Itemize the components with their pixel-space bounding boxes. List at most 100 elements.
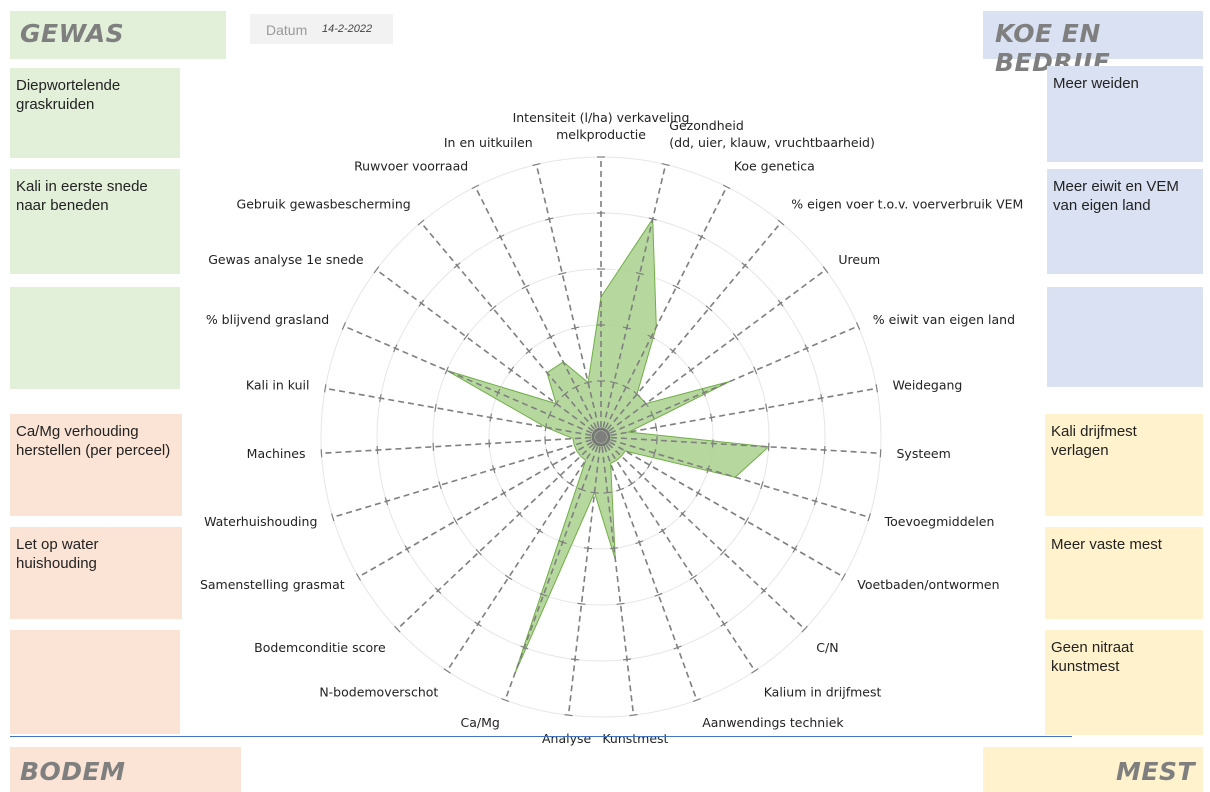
axis-tick — [557, 472, 564, 479]
axis-label: In en uitkuilen — [444, 135, 533, 150]
axis-tick — [801, 625, 808, 633]
axis-tick — [434, 403, 437, 412]
axis-tick — [820, 394, 823, 403]
axis-tick — [496, 234, 505, 240]
axis-tick — [379, 394, 382, 403]
datum-label: Datum — [266, 22, 308, 38]
axis-tick — [633, 391, 641, 398]
axis-tick — [549, 461, 556, 469]
axis-label: Kalium in drijfmest — [764, 684, 882, 699]
axis-tick — [489, 305, 497, 312]
axis-tick — [855, 322, 861, 331]
axis-tick — [697, 234, 706, 240]
axis-spoke — [600, 164, 667, 438]
axis-tick — [501, 698, 510, 703]
axis-tick — [661, 163, 670, 167]
axis-tick — [324, 384, 327, 393]
axis-tick — [777, 219, 785, 226]
axis-tick — [520, 645, 529, 650]
axis-tick — [453, 262, 461, 269]
axis-label: Samenstelling grasmat — [200, 577, 345, 592]
axis-tick — [508, 366, 515, 374]
axis-tick — [501, 489, 507, 497]
axis-tick — [539, 592, 548, 597]
axis-label: Analyse — [542, 731, 592, 746]
axis-tick — [535, 527, 544, 534]
gewas-note-3 — [10, 287, 180, 389]
axis-tick — [570, 658, 580, 661]
axis-spoke — [600, 325, 859, 438]
axis-spoke — [474, 186, 602, 438]
axis-tick — [553, 400, 559, 408]
axis-tick — [474, 621, 482, 627]
axis-tick — [840, 573, 847, 581]
axis-tick — [496, 388, 501, 397]
axis-tick — [760, 587, 768, 595]
axis-label: C/N — [816, 640, 838, 655]
axis-tick — [355, 573, 362, 581]
axis-tick — [572, 384, 580, 390]
axis-tick — [732, 333, 739, 341]
axis-tick — [622, 384, 630, 390]
axis-tick — [622, 658, 632, 661]
axis-tick — [558, 272, 567, 276]
axis-tick — [654, 592, 663, 597]
axis-tick — [577, 487, 586, 492]
axis-tick — [695, 489, 701, 497]
axis-spoke — [321, 436, 602, 455]
axis-tick — [669, 348, 677, 355]
axis-tick — [622, 326, 631, 330]
axis-tick — [822, 266, 829, 274]
axis-label: Aanwendings techniek — [702, 715, 844, 730]
axis-tick — [679, 510, 686, 518]
gewas-note-2: Kali in eerste snede naar beneden — [10, 169, 180, 274]
datum-field: Datum 14-2-2022 — [250, 14, 393, 44]
koe-note-1: Meer weiden — [1047, 66, 1203, 162]
axis-tick — [705, 305, 713, 312]
axis-tick — [544, 423, 548, 432]
axis-label: (dd, uier, klauw, vruchtbaarheid) — [669, 135, 875, 150]
axis-tick — [648, 217, 657, 221]
axis-tick — [603, 491, 612, 494]
axis-tick — [635, 272, 644, 276]
axis-tick — [741, 262, 749, 269]
axis-tick — [658, 527, 667, 534]
bodem-note-1: Ca/Mg verhouding herstellen (per perceel… — [10, 414, 182, 516]
axis-tick — [692, 698, 701, 703]
axis-tick — [760, 481, 764, 490]
axis-tick — [584, 381, 593, 384]
axis-tick — [561, 391, 569, 398]
bodem-note-2: Let op water huishouding — [10, 527, 182, 619]
axis-tick — [475, 548, 482, 556]
axis-tick — [706, 465, 710, 474]
axis-spoke — [600, 221, 782, 438]
axis-spoke — [325, 387, 602, 438]
axis-tick — [571, 326, 580, 330]
axis-tick — [753, 366, 758, 375]
axis-tick — [647, 334, 656, 340]
axis-label: % blijvend grasland — [206, 312, 329, 327]
axis-tick — [720, 548, 727, 556]
axis-tick — [643, 400, 649, 408]
axis-spoke — [600, 436, 806, 630]
axis-tick — [376, 445, 379, 455]
axis-tick — [545, 217, 554, 221]
mest-note-3: Geen nitraat kunstmest — [1045, 630, 1203, 735]
axis-spoke — [600, 186, 728, 438]
axis-tick — [867, 513, 871, 522]
axis-tick — [471, 184, 480, 190]
axis-label: melkproductie — [556, 127, 646, 142]
mest-title: MEST — [983, 747, 1203, 792]
axis-tick — [418, 299, 425, 307]
axis-spoke — [600, 269, 827, 438]
axis-spoke — [535, 164, 602, 438]
axis-tick — [650, 410, 655, 419]
axis-tick — [545, 449, 550, 458]
axis-tick — [646, 461, 653, 469]
axis-tick — [546, 334, 555, 340]
divider-line — [10, 736, 1072, 737]
axis-tick — [444, 366, 449, 375]
axis-tick — [393, 344, 398, 353]
axis-tick — [532, 163, 541, 167]
axis-tick — [590, 491, 599, 494]
